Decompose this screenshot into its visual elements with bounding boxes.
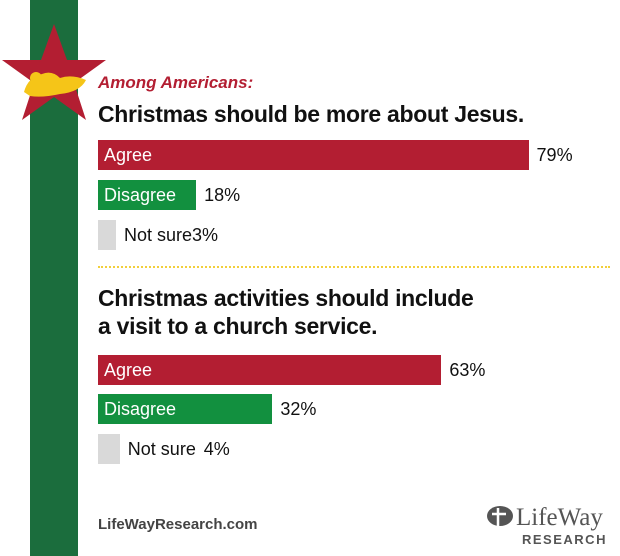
bar-label: Disagree bbox=[104, 399, 177, 419]
subtitle: Among Americans: bbox=[98, 73, 254, 92]
bar-agree: Agree bbox=[98, 355, 442, 385]
footer-url[interactable]: LifeWayResearch.com bbox=[98, 516, 258, 533]
value-label: 18% bbox=[204, 185, 241, 205]
value-label: 79% bbox=[536, 145, 573, 165]
bar-label: Disagree bbox=[104, 185, 177, 205]
bar-not-sure: Not sure bbox=[98, 434, 196, 464]
bar-disagree: Disagree bbox=[98, 180, 197, 210]
bar-agree: Agree bbox=[98, 140, 529, 170]
value-label: 4% bbox=[203, 439, 230, 459]
logo-tagline: RESEARCH bbox=[522, 532, 607, 547]
bar-label: Not sure bbox=[127, 439, 196, 459]
value-label: 32% bbox=[280, 399, 317, 419]
bar-label: Agree bbox=[104, 145, 153, 165]
chart2-title-line: Christmas activities should include bbox=[98, 285, 474, 311]
chart2-title-line: a visit to a church service. bbox=[98, 313, 378, 339]
bar-label: Not sure bbox=[124, 225, 193, 245]
value-label: 63% bbox=[449, 360, 486, 380]
bar-not-sure: Not sure bbox=[98, 220, 192, 250]
value-label: 3% bbox=[192, 225, 219, 245]
star-nativity-icon bbox=[2, 24, 106, 120]
divider bbox=[98, 266, 610, 268]
lifeway-logo: LifeWay RESEARCH bbox=[487, 504, 607, 547]
logo-name: LifeWay bbox=[516, 504, 603, 531]
bar-label: Agree bbox=[104, 360, 153, 380]
bar-disagree: Disagree bbox=[98, 394, 273, 424]
chart2-title: Christmas activities should include a vi… bbox=[98, 284, 474, 340]
chart1-title: Christmas should be more about Jesus. bbox=[98, 101, 525, 127]
